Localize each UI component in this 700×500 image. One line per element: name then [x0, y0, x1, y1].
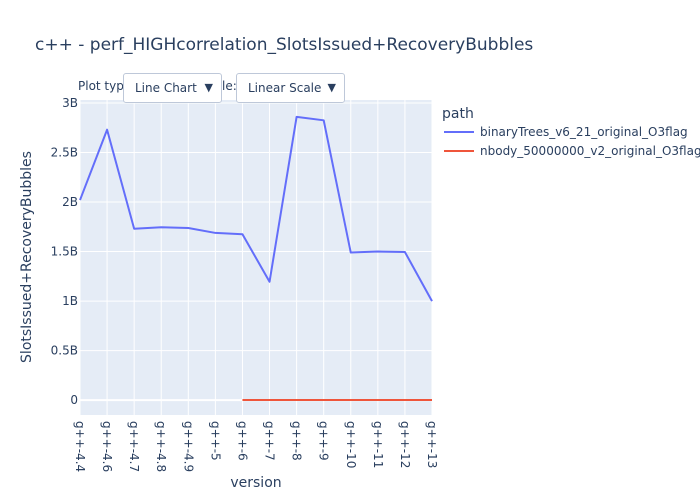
x-tick-label: g++-4.6	[100, 421, 114, 472]
x-tick-label: g++-4.4	[73, 421, 87, 472]
x-tick-label: g++-5	[208, 421, 222, 461]
legend-label-nbody: nbody_50000000_v2_original_O3flag	[480, 144, 700, 158]
y-tick-label: 2B	[62, 195, 78, 209]
x-axis-title: version	[230, 475, 281, 491]
x-tick-label: g++-13	[425, 421, 439, 468]
legend-title: path	[442, 106, 474, 122]
scale-label: le:	[222, 79, 237, 93]
x-tick-label: g++-11	[371, 421, 385, 468]
x-tick-label: g++-7	[263, 421, 277, 461]
legend-item-binarytrees[interactable]: binaryTrees_v6_21_original_O3flag	[444, 125, 688, 139]
legend-label-binarytrees: binaryTrees_v6_21_original_O3flag	[480, 125, 688, 139]
chevron-down-icon: ▼	[327, 81, 336, 94]
y-axis-title: SlotsIssued+RecoveryBubbles	[19, 151, 35, 363]
chevron-down-icon: ▼	[204, 81, 213, 94]
scale-dropdown[interactable]: Linear Scale ▼	[236, 73, 345, 103]
x-tick-label: g++-4.9	[181, 421, 195, 472]
series-layer	[79, 115, 433, 401]
x-tick-label: g++-6	[235, 421, 249, 461]
y-tick-labels: 0 0.5B 1B 1.5B 2B 2.5B 3B	[51, 96, 78, 407]
x-tick-label: g++-4.8	[154, 421, 168, 472]
x-tick-label: g++-9	[317, 421, 331, 461]
y-tick-label: 3B	[62, 96, 78, 110]
y-tick-label: 0.5B	[51, 344, 78, 358]
legend: path binaryTrees_v6_21_original_O3flag n…	[442, 106, 700, 158]
chart-title: c++ - perf_HIGHcorrelation_SlotsIssued+R…	[35, 35, 533, 55]
series-line-0	[79, 115, 433, 302]
plot-type-value: Line Chart	[135, 81, 197, 95]
scale-value: Linear Scale	[248, 81, 322, 95]
y-tick-label: 1B	[62, 294, 78, 308]
y-tick-label: 1.5B	[51, 245, 78, 259]
plot-type-dropdown[interactable]: Line Chart ▼	[123, 73, 222, 103]
plot-type-label: Plot type	[78, 79, 132, 93]
x-tick-label: g++-8	[290, 421, 304, 461]
y-tick-label: 2.5B	[51, 146, 78, 160]
y-tick-label: 0	[70, 393, 78, 407]
legend-item-nbody[interactable]: nbody_50000000_v2_original_O3flag	[444, 144, 700, 158]
x-tick-label: g++-12	[398, 421, 412, 468]
x-tick-label: g++-10	[344, 421, 358, 468]
x-tick-labels: g++-4.4 g++-4.6 g++-4.7 g++-4.8 g++-4.9 g++-5…	[73, 421, 439, 472]
x-tick-label: g++-4.7	[127, 421, 141, 472]
